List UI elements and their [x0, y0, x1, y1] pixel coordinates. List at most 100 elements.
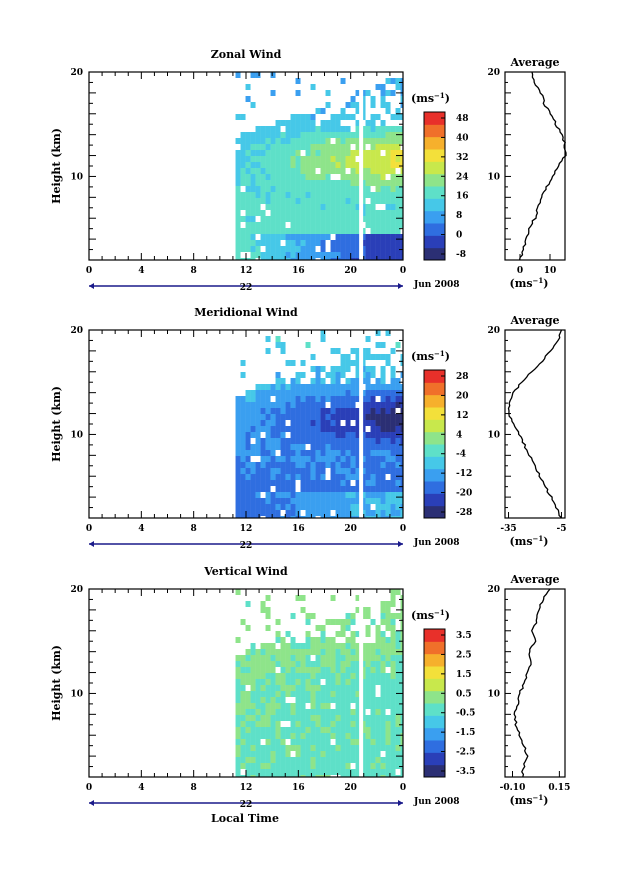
- heatmap-cell: [370, 414, 376, 420]
- heatmap-cell: [370, 763, 376, 769]
- heatmap-cell: [330, 156, 336, 162]
- heatmap-cell: [275, 703, 281, 709]
- heatmap-cell: [305, 258, 311, 260]
- heatmap-cell: [390, 222, 396, 228]
- heatmap-cell: [290, 114, 296, 120]
- heatmap-cell: [355, 120, 361, 126]
- heatmap-cell: [310, 414, 316, 420]
- x-axis-label: Local Time: [211, 812, 279, 825]
- heatmap-cell: [300, 775, 306, 777]
- heatmap-cell: [265, 198, 271, 204]
- heatmap-cell: [320, 228, 326, 234]
- colorbar-swatch: [424, 173, 445, 187]
- heatmap-cell: [235, 174, 241, 180]
- heatmap-cell: [325, 120, 331, 126]
- heatmap-cell: [305, 414, 311, 420]
- heatmap-cell: [395, 234, 401, 240]
- colorbar-swatch: [424, 149, 445, 162]
- heatmap-cell: [345, 697, 351, 703]
- heatmap-cell: [330, 697, 336, 703]
- heatmap-cell: [320, 444, 326, 450]
- heatmap-cell: [390, 709, 396, 715]
- heatmap-cell: [255, 246, 261, 252]
- heatmap-cell: [310, 739, 316, 745]
- heatmap-cell: [315, 444, 321, 450]
- heatmap-cell: [285, 516, 291, 518]
- heatmap-cell: [355, 126, 361, 132]
- heatmap-cell: [400, 739, 403, 745]
- heatmap-cell: [285, 390, 291, 396]
- heatmap-cell: [385, 733, 391, 739]
- heatmap-cell: [325, 456, 331, 462]
- heatmap-cell: [315, 486, 321, 492]
- heatmap-cell: [375, 378, 381, 384]
- heatmap-cell: [330, 661, 336, 667]
- heatmap-cell: [335, 144, 341, 150]
- heatmap-cell: [245, 456, 251, 462]
- heatmap-cell: [280, 691, 286, 697]
- heatmap-cell: [270, 210, 276, 216]
- heatmap-cell: [355, 168, 361, 174]
- heatmap-cell: [330, 649, 336, 655]
- heatmap-cell: [275, 234, 281, 240]
- heatmap-cell: [365, 769, 371, 775]
- heatmap-cell: [295, 204, 301, 210]
- heatmap-cell: [265, 234, 271, 240]
- heatmap-cell: [370, 703, 376, 709]
- heatmap-cell: [365, 156, 371, 162]
- heatmap-cell: [260, 228, 266, 234]
- heatmap-cell: [270, 420, 276, 426]
- heatmap-cell: [250, 396, 256, 402]
- heatmap-cell: [260, 234, 266, 240]
- heatmap-cell: [325, 733, 331, 739]
- heatmap-cell: [355, 715, 361, 721]
- heatmap-cell: [305, 486, 311, 492]
- heatmap-cell: [320, 661, 326, 667]
- heatmap-cell: [335, 246, 341, 252]
- heatmap-cell: [255, 138, 261, 144]
- heatmap-cell: [355, 234, 361, 240]
- heatmap-cell: [340, 775, 346, 777]
- heatmap-cell: [330, 162, 336, 168]
- heatmap-cell: [285, 180, 291, 186]
- heatmap-cell: [345, 180, 351, 186]
- heatmap-cell: [305, 462, 311, 468]
- heatmap-cell: [290, 492, 296, 498]
- heatmap-cell: [335, 667, 341, 673]
- heatmap-cell: [270, 162, 276, 168]
- heatmap-cell: [340, 474, 346, 480]
- heatmap-cell: [235, 498, 241, 504]
- heatmap-cell: [390, 402, 396, 408]
- heatmap-cell: [375, 703, 381, 709]
- heatmap-cell: [260, 733, 266, 739]
- heatmap-cell: [385, 360, 391, 366]
- heatmap-cell: [365, 775, 371, 777]
- heatmap-cell: [240, 204, 246, 210]
- heatmap-cell: [320, 625, 326, 631]
- heatmap-cell: [275, 631, 281, 637]
- heatmap-cell: [295, 739, 301, 745]
- heatmap-cell: [295, 438, 301, 444]
- heatmap-cell: [270, 240, 276, 246]
- heatmap-cell: [275, 198, 281, 204]
- heatmap-cell: [390, 126, 396, 132]
- heatmap-cell: [295, 372, 301, 378]
- heatmap-cell: [300, 162, 306, 168]
- heatmap-cell: [380, 715, 386, 721]
- heatmap-cell: [290, 192, 296, 198]
- heatmap-cell: [245, 667, 251, 673]
- heatmap-cell: [260, 456, 266, 462]
- heatmap-cell: [250, 234, 256, 240]
- heatmap-cell: [255, 480, 261, 486]
- heatmap-cell: [320, 390, 326, 396]
- heatmap-cell: [380, 354, 386, 360]
- heatmap-cell: [380, 102, 386, 108]
- heatmap-cell: [250, 474, 256, 480]
- heatmap-cell: [395, 150, 401, 156]
- heatmap-cell: [390, 168, 396, 174]
- heatmap-cell: [340, 372, 346, 378]
- y-tick-label: 20: [70, 68, 83, 78]
- heatmap-cell: [375, 240, 381, 246]
- heatmap-cell: [385, 649, 391, 655]
